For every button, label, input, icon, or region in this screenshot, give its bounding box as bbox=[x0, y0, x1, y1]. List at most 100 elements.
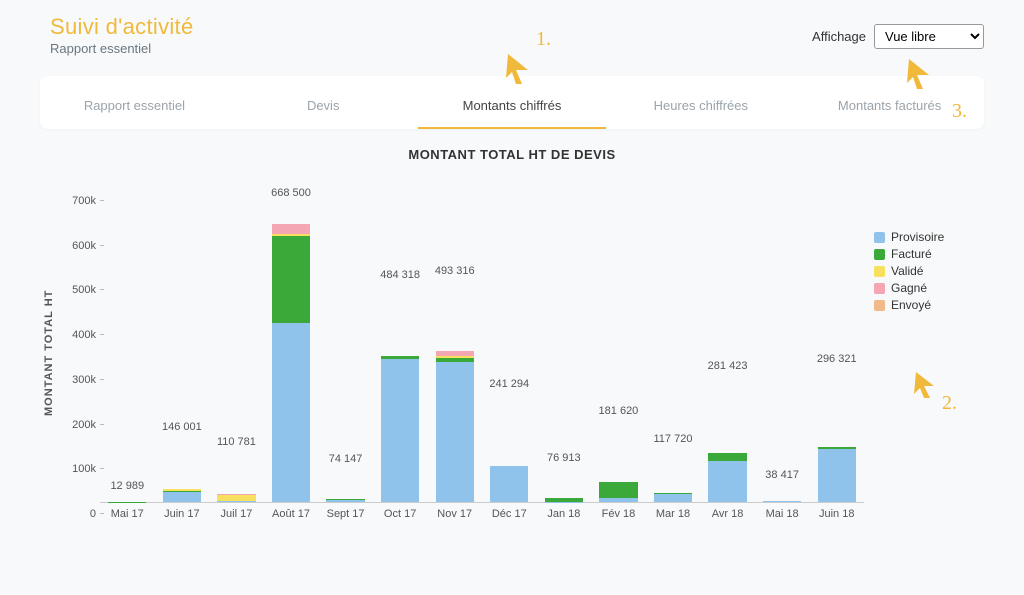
annotation-cursor-3 bbox=[903, 55, 933, 91]
legend-item-validé[interactable]: Validé bbox=[874, 264, 984, 278]
bar-segment-provisoire[interactable] bbox=[654, 494, 692, 502]
bar-group: 12 989Mai 17 bbox=[108, 496, 146, 502]
legend-item-provisoire[interactable]: Provisoire bbox=[874, 230, 984, 244]
bar-group: 493 316Nov 17 bbox=[436, 281, 474, 502]
plot-inner: 0100k200k300k400k500k600k700k12 989Mai 1… bbox=[100, 180, 864, 503]
bar-segment-gagné[interactable] bbox=[272, 224, 310, 234]
legend-item-facturé[interactable]: Facturé bbox=[874, 247, 984, 261]
x-tick: Mai 17 bbox=[111, 508, 144, 520]
bar-segment-provisoire[interactable] bbox=[763, 501, 801, 502]
y-tick: 0 bbox=[64, 508, 96, 520]
display-select[interactable]: Vue libre bbox=[874, 24, 984, 49]
annotation-cursor-2 bbox=[912, 370, 938, 400]
x-tick: Juil 17 bbox=[221, 508, 253, 520]
bar-total-label: 110 781 bbox=[217, 436, 256, 448]
bar-group: 484 318Oct 17 bbox=[381, 285, 419, 502]
x-tick: Fév 18 bbox=[602, 508, 636, 520]
bar-segment-facturé[interactable] bbox=[708, 453, 746, 461]
legend-label: Validé bbox=[891, 264, 923, 278]
x-tick: Août 17 bbox=[272, 508, 310, 520]
tab-heures-chiffrées[interactable]: Heures chiffrées bbox=[606, 86, 795, 129]
y-axis-label: MONTANT TOTAL HT bbox=[40, 180, 58, 525]
legend-swatch bbox=[874, 300, 885, 311]
y-tick: 100k bbox=[64, 463, 96, 475]
y-tick: 200k bbox=[64, 419, 96, 431]
chart-title: MONTANT TOTAL HT DE DEVIS bbox=[40, 147, 984, 162]
bar-group: 110 781Juil 17 bbox=[217, 452, 255, 502]
bar-total-label: 74 147 bbox=[329, 453, 363, 465]
legend-swatch bbox=[874, 249, 885, 260]
x-tick: Mai 18 bbox=[766, 508, 799, 520]
bar-total-label: 181 620 bbox=[599, 405, 639, 417]
x-tick: Oct 17 bbox=[384, 508, 416, 520]
legend-label: Facturé bbox=[891, 247, 932, 261]
bar-group: 668 500Août 17 bbox=[272, 203, 310, 502]
legend-swatch bbox=[874, 283, 885, 294]
legend-label: Envoyé bbox=[891, 298, 931, 312]
bar-segment-facturé[interactable] bbox=[599, 482, 637, 499]
page-title: Suivi d'activité bbox=[50, 14, 194, 40]
annotation-number-2: 2. bbox=[942, 392, 957, 415]
bar-segment-provisoire[interactable] bbox=[818, 449, 856, 502]
bar-total-label: 38 417 bbox=[765, 469, 799, 481]
bar-group: 296 321Juin 18 bbox=[818, 369, 856, 502]
x-tick: Sept 17 bbox=[327, 508, 365, 520]
bar-total-label: 12 989 bbox=[110, 480, 144, 492]
x-tick: Jan 18 bbox=[547, 508, 580, 520]
y-tick: 300k bbox=[64, 374, 96, 386]
y-tick: 400k bbox=[64, 329, 96, 341]
y-tick: 600k bbox=[64, 240, 96, 252]
bar-total-label: 484 318 bbox=[380, 269, 420, 281]
legend-item-gagné[interactable]: Gagné bbox=[874, 281, 984, 295]
y-tick: 700k bbox=[64, 195, 96, 207]
bar-segment-provisoire[interactable] bbox=[217, 501, 255, 502]
bar-group: 146 001Juin 17 bbox=[163, 437, 201, 502]
legend-item-envoyé[interactable]: Envoyé bbox=[874, 298, 984, 312]
x-tick: Juin 18 bbox=[819, 508, 854, 520]
tab-devis[interactable]: Devis bbox=[229, 86, 418, 129]
x-tick: Juin 17 bbox=[164, 508, 199, 520]
bar-segment-provisoire[interactable] bbox=[708, 461, 746, 502]
bar-segment-provisoire[interactable] bbox=[326, 500, 364, 502]
bar-total-label: 296 321 bbox=[817, 353, 857, 365]
bar-group: 281 423Avr 18 bbox=[708, 376, 746, 502]
bar-group: 38 417Mai 18 bbox=[763, 485, 801, 502]
chart-plot: 0100k200k300k400k500k600k700k12 989Mai 1… bbox=[62, 180, 984, 525]
bar-group: 117 720Mar 18 bbox=[654, 449, 692, 502]
legend-label: Provisoire bbox=[891, 230, 944, 244]
x-tick: Déc 17 bbox=[492, 508, 527, 520]
bar-segment-provisoire[interactable] bbox=[436, 362, 474, 502]
legend-label: Gagné bbox=[891, 281, 927, 295]
legend-swatch bbox=[874, 232, 885, 243]
bar-segment-provisoire[interactable] bbox=[599, 498, 637, 502]
annotation-number-1: 1. bbox=[536, 28, 551, 51]
page-subtitle: Rapport essentiel bbox=[50, 41, 194, 56]
bar-segment-provisoire[interactable] bbox=[163, 492, 201, 502]
bar-total-label: 281 423 bbox=[708, 360, 748, 372]
bar-segment-provisoire[interactable] bbox=[272, 323, 310, 502]
bar-group: 74 147Sept 17 bbox=[326, 469, 364, 502]
bar-group: 76 913Jan 18 bbox=[545, 468, 583, 502]
bar-total-label: 493 316 bbox=[435, 265, 475, 277]
display-control: Affichage Vue libre bbox=[812, 24, 984, 49]
chart-legend: Provisoire Facturé Validé Gagné Envoyé bbox=[874, 230, 984, 315]
chart-wrap: MONTANT TOTAL HT 0100k200k300k400k500k60… bbox=[40, 180, 984, 525]
annotation-number-3: 3. bbox=[952, 100, 967, 123]
bar-group: 181 620Fév 18 bbox=[599, 421, 637, 502]
annotation-cursor-1 bbox=[502, 50, 532, 86]
x-tick: Avr 18 bbox=[712, 508, 744, 520]
x-tick: Mar 18 bbox=[656, 508, 690, 520]
tab-rapport-essentiel[interactable]: Rapport essentiel bbox=[40, 86, 229, 129]
chart-area: MONTANT TOTAL HT DE DEVIS MONTANT TOTAL … bbox=[40, 147, 984, 525]
bar-total-label: 146 001 bbox=[162, 421, 202, 433]
bar-segment-provisoire[interactable] bbox=[490, 466, 528, 502]
bar-total-label: 668 500 bbox=[271, 187, 311, 199]
bar-segment-facturé[interactable] bbox=[272, 236, 310, 323]
tab-montants-chiffrés[interactable]: Montants chiffrés bbox=[418, 86, 607, 129]
bar-total-label: 117 720 bbox=[654, 433, 693, 445]
bar-segment-provisoire[interactable] bbox=[381, 359, 419, 502]
bar-group: 241 294Déc 17 bbox=[490, 394, 528, 502]
y-tick: 500k bbox=[64, 284, 96, 296]
legend-swatch bbox=[874, 266, 885, 277]
bar-total-label: 76 913 bbox=[547, 452, 581, 464]
